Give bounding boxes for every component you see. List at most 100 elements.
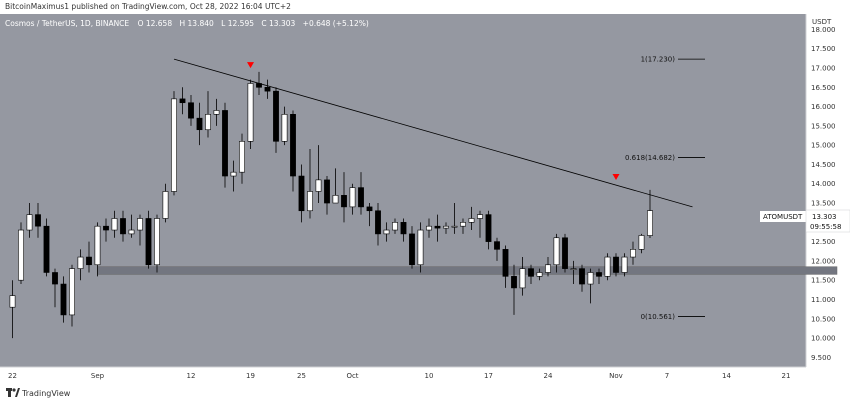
- markers-group: [247, 62, 620, 180]
- price-tick-label: 11.000: [811, 296, 836, 304]
- legend-c-value: 13.303: [269, 19, 295, 28]
- candle-down: [579, 268, 585, 285]
- price-tick-label: 15.000: [811, 142, 836, 150]
- time-tick-label: Oct: [346, 372, 358, 380]
- price-axis-unit: USDT: [812, 18, 832, 26]
- candle-up: [383, 229, 390, 235]
- candle-up: [638, 235, 645, 250]
- legend-pair: Cosmos / TetherUS, 1D, BINANCE: [5, 19, 129, 28]
- candle-down: [52, 272, 58, 285]
- candle-down: [485, 214, 492, 242]
- price-tick-label: 17.500: [811, 45, 836, 53]
- time-axis[interactable]: 22 Sep 12 19 25 Oct 10 17 24 Nov 7 14 21: [8, 372, 790, 380]
- tradingview-brand: TradingView: [22, 389, 71, 398]
- price-tag-value: 13.303: [812, 213, 837, 221]
- candle-up: [417, 229, 424, 266]
- candle-up: [536, 272, 543, 277]
- legend-text: Cosmos / TetherUS, 1D, BINANCE O 12.658 …: [5, 19, 369, 28]
- legend-l-value: 12.595: [228, 19, 254, 28]
- price-tick-label: 15.500: [811, 122, 836, 130]
- candle-up: [630, 249, 636, 258]
- candle-up: [460, 222, 466, 227]
- time-tick-label: 7: [665, 372, 669, 380]
- price-axis-background: [806, 14, 850, 385]
- candle-up: [587, 272, 594, 285]
- candle-down: [596, 272, 602, 277]
- time-tick-label: 14: [722, 372, 731, 380]
- candle-down: [179, 98, 186, 104]
- time-tick-label: 22: [8, 372, 17, 380]
- candle-down: [324, 179, 330, 204]
- candle-down: [196, 117, 203, 131]
- price-tick-label: 10.000: [811, 335, 836, 343]
- symbol-tag-text: ATOMUSDT: [763, 213, 803, 221]
- price-tick-label: 10.500: [811, 315, 836, 323]
- symbol-tag: [760, 211, 806, 222]
- plot-background: [0, 14, 806, 367]
- candle-up: [128, 229, 135, 235]
- last-price-label[interactable]: ATOMUSDT 13.303 09:55:58: [760, 209, 850, 233]
- candle-down: [409, 233, 415, 266]
- candle-down: [613, 256, 619, 273]
- candle-down: [86, 256, 92, 266]
- candle-down: [35, 214, 41, 227]
- candle-up: [545, 264, 551, 273]
- legend-h-label: H: [180, 19, 186, 28]
- footer-bar: TradingView: [0, 385, 850, 403]
- time-tick-label: 24: [544, 372, 553, 380]
- candle-up: [77, 256, 84, 269]
- candle-up: [239, 141, 245, 173]
- price-tick-label: 9.500: [811, 354, 831, 362]
- candle-down: [366, 206, 373, 212]
- price-tick-label: 14.000: [811, 180, 836, 188]
- candle-up: [18, 229, 24, 281]
- candles-group: [9, 71, 653, 339]
- price-tick-label: 13.500: [811, 200, 836, 208]
- legend-h-value: 13.840: [188, 19, 214, 28]
- descending-trendline: [173, 58, 693, 208]
- candle-down: [375, 210, 381, 235]
- candle-up: [604, 256, 611, 277]
- candle-down: [494, 241, 500, 250]
- candle-up: [230, 171, 237, 177]
- candle-up: [171, 98, 177, 192]
- time-axis-background: [0, 367, 806, 385]
- candle-up: [26, 214, 33, 231]
- candle-up: [162, 191, 169, 219]
- candle-up: [111, 218, 118, 231]
- candle-up: [519, 268, 526, 289]
- candlestick-chart[interactable]: 1(17.230) 0.618(14.682) 0(10.561) USDT 9.5…: [0, 14, 850, 385]
- attribution-text: BitcoinMaximus1 published on TradingView…: [5, 2, 291, 11]
- candle-down: [273, 90, 279, 142]
- price-tick-label: 18.000: [811, 26, 836, 34]
- legend-o-label: O: [138, 19, 144, 28]
- time-tick-label: 21: [782, 372, 791, 380]
- candle-down: [188, 102, 194, 119]
- candle-up: [468, 218, 475, 223]
- fib-level-label: 0.618(14.682): [625, 154, 675, 162]
- candle-down: [103, 225, 109, 231]
- candle-down: [400, 222, 407, 235]
- candle-up: [570, 268, 577, 270]
- support-zone: [97, 266, 838, 275]
- price-tag: [805, 209, 850, 233]
- price-axis[interactable]: USDT 9.500 10.000 10.500 11.000 11.500 12.000…: [811, 18, 836, 362]
- candle-up: [647, 210, 653, 236]
- candle-up: [94, 225, 101, 266]
- candle-down: [264, 87, 271, 92]
- legend-l-label: L: [221, 19, 226, 28]
- candle-up: [9, 295, 16, 308]
- candle-down: [562, 237, 568, 269]
- chart-legend: Cosmos / TetherUS, 1D, BINANCE O 12.658 …: [5, 19, 369, 28]
- candle-up: [477, 214, 483, 219]
- candle-down: [511, 276, 517, 289]
- candle-up: [154, 218, 160, 266]
- candle-down: [222, 110, 228, 177]
- price-tick-label: 16.000: [811, 103, 836, 111]
- time-tick-label: 12: [187, 372, 196, 380]
- candle-up: [392, 222, 398, 231]
- candle-down: [358, 187, 364, 208]
- legend-c-label: C: [261, 19, 266, 28]
- price-tick-label: 16.500: [811, 84, 836, 92]
- down-triangle-marker: [612, 173, 620, 180]
